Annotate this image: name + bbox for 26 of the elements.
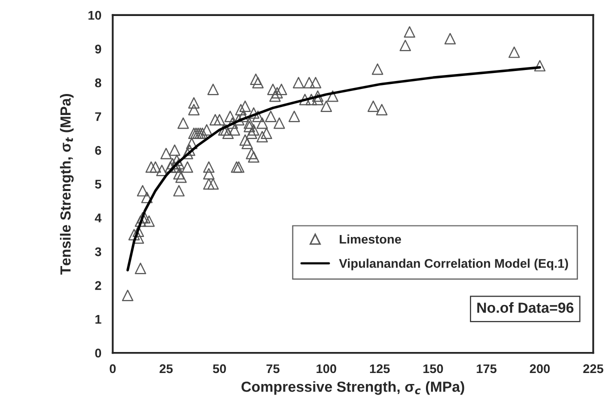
- y-tick-label: 2: [95, 281, 102, 290]
- y-tick-label: 6: [95, 146, 102, 155]
- y-tick-label: 0: [95, 348, 102, 358]
- y-tick-label: 7: [95, 112, 102, 121]
- y-tick-label: 4: [94, 214, 102, 222]
- x-tick-label: 50: [212, 364, 226, 374]
- annotation: No.of Data=96: [477, 302, 574, 313]
- y-tick-label: 8: [95, 78, 102, 88]
- x-tick-label: 125: [370, 364, 390, 374]
- x-tick-label: 100: [316, 364, 336, 374]
- y-tick-label: 9: [95, 44, 102, 54]
- x-tick-label: 175: [476, 364, 497, 374]
- y-tick-label: 10: [88, 10, 102, 20]
- legend-label: Vipulanandan Correlation Model (Eq.1): [339, 258, 568, 270]
- y-tick-label: 3: [94, 247, 102, 256]
- x-tick-label: 150: [423, 364, 443, 374]
- x-axis-title: Compressive Strength, σ$_{c}$ (MPa): [241, 381, 464, 395]
- x-tick-label: 75: [266, 364, 280, 374]
- x-tick-label: 225: [583, 364, 604, 374]
- y-axis-title: Tensile Strength, σ$_{t}$ (MPa): [60, 94, 74, 275]
- x-tick-label: 25: [160, 364, 173, 374]
- x-tick-label: 0: [110, 364, 116, 374]
- legend-label: Limestone: [340, 234, 402, 244]
- x-tick-label: 200: [530, 364, 550, 374]
- y-tick-label: 1: [95, 315, 102, 324]
- y-tick-label: 5: [95, 180, 102, 189]
